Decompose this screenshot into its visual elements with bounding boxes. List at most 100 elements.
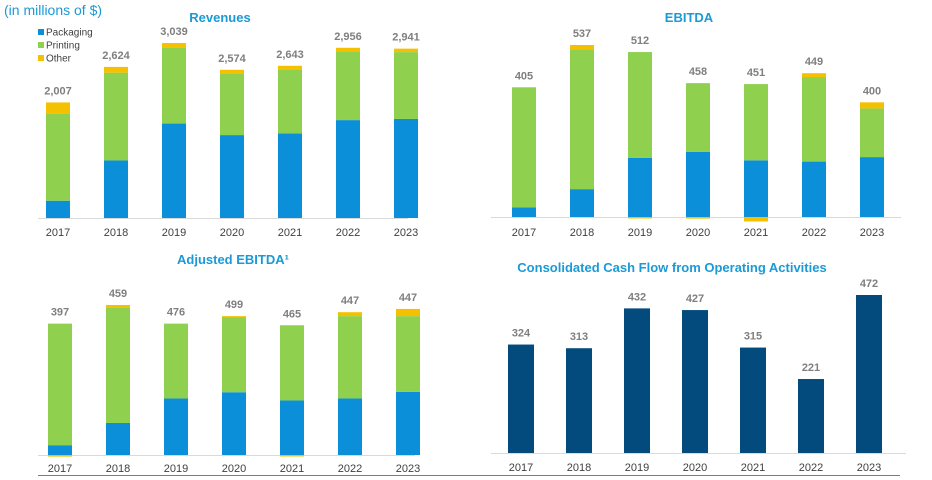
bar-packaging-2017 xyxy=(48,445,72,455)
data-label-2018: 2,624 xyxy=(102,50,130,62)
bar-packaging-2017 xyxy=(512,207,536,217)
bottom-divider xyxy=(38,475,900,476)
bar-other-2023 xyxy=(396,308,420,317)
bar-other-2022 xyxy=(338,312,362,317)
bar-printing-2023 xyxy=(396,316,420,392)
chart-title: Adjusted EBITDA¹ xyxy=(177,252,289,267)
ebitda-chart: EBITDA 405 2017 537 2018 512 2019 458 2020 451 202… xyxy=(491,10,901,239)
bar-other-2018 xyxy=(106,305,130,308)
data-label-2017: 397 xyxy=(51,307,69,319)
bar-packaging-2018 xyxy=(106,422,130,455)
tick-label-2018: 2018 xyxy=(106,463,130,475)
data-label-2020: 458 xyxy=(689,66,707,78)
adjusted-ebitda-chart: Adjusted EBITDA¹ 397 2017 459 2018 476 2019 499… xyxy=(38,252,420,475)
bar-2022 xyxy=(798,379,824,453)
bar-printing-2023 xyxy=(394,52,418,119)
units-caption: (in millions of $) xyxy=(4,2,103,18)
bar-packaging-2021 xyxy=(280,400,304,455)
data-label-2019: 3,039 xyxy=(160,26,188,38)
bar-other-2020 xyxy=(222,316,246,318)
bar-other-2022 xyxy=(802,73,826,78)
tick-label-2019: 2019 xyxy=(164,463,188,475)
bar-packaging-2018 xyxy=(104,160,128,218)
bar-2017 xyxy=(508,344,534,453)
legend-label-other: Other xyxy=(46,54,72,65)
data-label-2019: 512 xyxy=(631,35,649,47)
tick-label-2019: 2019 xyxy=(162,227,186,239)
bar-other-2021 xyxy=(278,65,302,70)
data-label-2020: 2,574 xyxy=(218,53,246,65)
tick-label-2021: 2021 xyxy=(280,463,304,475)
chart-title: EBITDA xyxy=(665,10,714,25)
bar-printing-2018 xyxy=(104,72,128,161)
bar-2021 xyxy=(740,347,766,453)
tick-label-2019: 2019 xyxy=(628,227,652,239)
data-label-2020: 499 xyxy=(225,299,243,311)
bar-packaging-2022 xyxy=(802,161,826,217)
data-label-2022: 447 xyxy=(341,295,359,307)
bar-packaging-2020 xyxy=(686,151,710,217)
bar-packaging-2022 xyxy=(338,398,362,455)
bar-packaging-2019 xyxy=(628,157,652,217)
bar-printing-2018 xyxy=(106,307,130,423)
data-label-2022: 449 xyxy=(805,56,823,68)
bar-printing-2019 xyxy=(162,47,186,124)
legend-swatch-packaging xyxy=(38,29,44,35)
data-label-2023: 447 xyxy=(399,292,417,304)
bar-other-2018 xyxy=(570,45,594,50)
tick-label-2017: 2017 xyxy=(46,227,70,239)
bar-other-2017 xyxy=(48,455,72,457)
data-label-2018: 459 xyxy=(109,288,127,300)
bar-other-2019 xyxy=(162,43,186,48)
data-label-2017: 324 xyxy=(512,328,531,340)
bar-packaging-2020 xyxy=(220,135,244,218)
bar-printing-2023 xyxy=(860,108,884,158)
tick-label-2021: 2021 xyxy=(744,227,768,239)
bar-2020 xyxy=(682,310,708,453)
bar-printing-2021 xyxy=(280,325,304,401)
bar-packaging-2021 xyxy=(744,160,768,217)
tick-label-2017: 2017 xyxy=(512,227,536,239)
data-label-2022: 2,956 xyxy=(334,31,362,43)
bar-2018 xyxy=(566,348,592,453)
bar-other-2020 xyxy=(686,217,710,219)
data-label-2018: 537 xyxy=(573,28,591,40)
bar-other-2021 xyxy=(280,455,304,457)
bar-printing-2017 xyxy=(512,87,536,208)
bar-other-2019 xyxy=(628,217,652,219)
bar-2023 xyxy=(856,295,882,453)
bar-printing-2021 xyxy=(744,84,768,161)
bar-other-2017 xyxy=(46,102,70,114)
data-label-2021: 2,643 xyxy=(276,49,304,61)
data-label-2017: 2,007 xyxy=(44,85,72,97)
bar-packaging-2018 xyxy=(570,189,594,217)
tick-label-2022: 2022 xyxy=(336,227,360,239)
tick-label-2023: 2023 xyxy=(857,462,881,474)
bar-packaging-2019 xyxy=(164,398,188,455)
bar-printing-2022 xyxy=(336,51,360,121)
bar-printing-2021 xyxy=(278,69,302,134)
tick-label-2019: 2019 xyxy=(625,462,649,474)
legend: Packaging Printing Other xyxy=(38,28,93,65)
bar-printing-2017 xyxy=(46,113,70,201)
bar-other-2018 xyxy=(104,66,128,73)
bar-printing-2017 xyxy=(48,323,72,446)
data-label-2018: 313 xyxy=(570,331,588,343)
bar-other-2022 xyxy=(336,47,360,52)
data-label-2023: 400 xyxy=(863,85,881,97)
tick-label-2023: 2023 xyxy=(396,463,420,475)
tick-label-2022: 2022 xyxy=(338,463,362,475)
data-label-2021: 465 xyxy=(283,308,301,320)
tick-label-2020: 2020 xyxy=(683,462,707,474)
data-label-2023: 472 xyxy=(860,278,878,290)
bar-packaging-2020 xyxy=(222,392,246,455)
tick-label-2021: 2021 xyxy=(278,227,302,239)
bar-packaging-2023 xyxy=(860,157,884,217)
bar-other-2023 xyxy=(860,102,884,109)
tick-label-2018: 2018 xyxy=(570,227,594,239)
data-label-2021: 315 xyxy=(744,331,762,343)
tick-label-2023: 2023 xyxy=(860,227,884,239)
bar-packaging-2023 xyxy=(396,391,420,455)
data-label-2023: 2,941 xyxy=(392,32,420,44)
bar-other-2021 xyxy=(744,217,768,222)
